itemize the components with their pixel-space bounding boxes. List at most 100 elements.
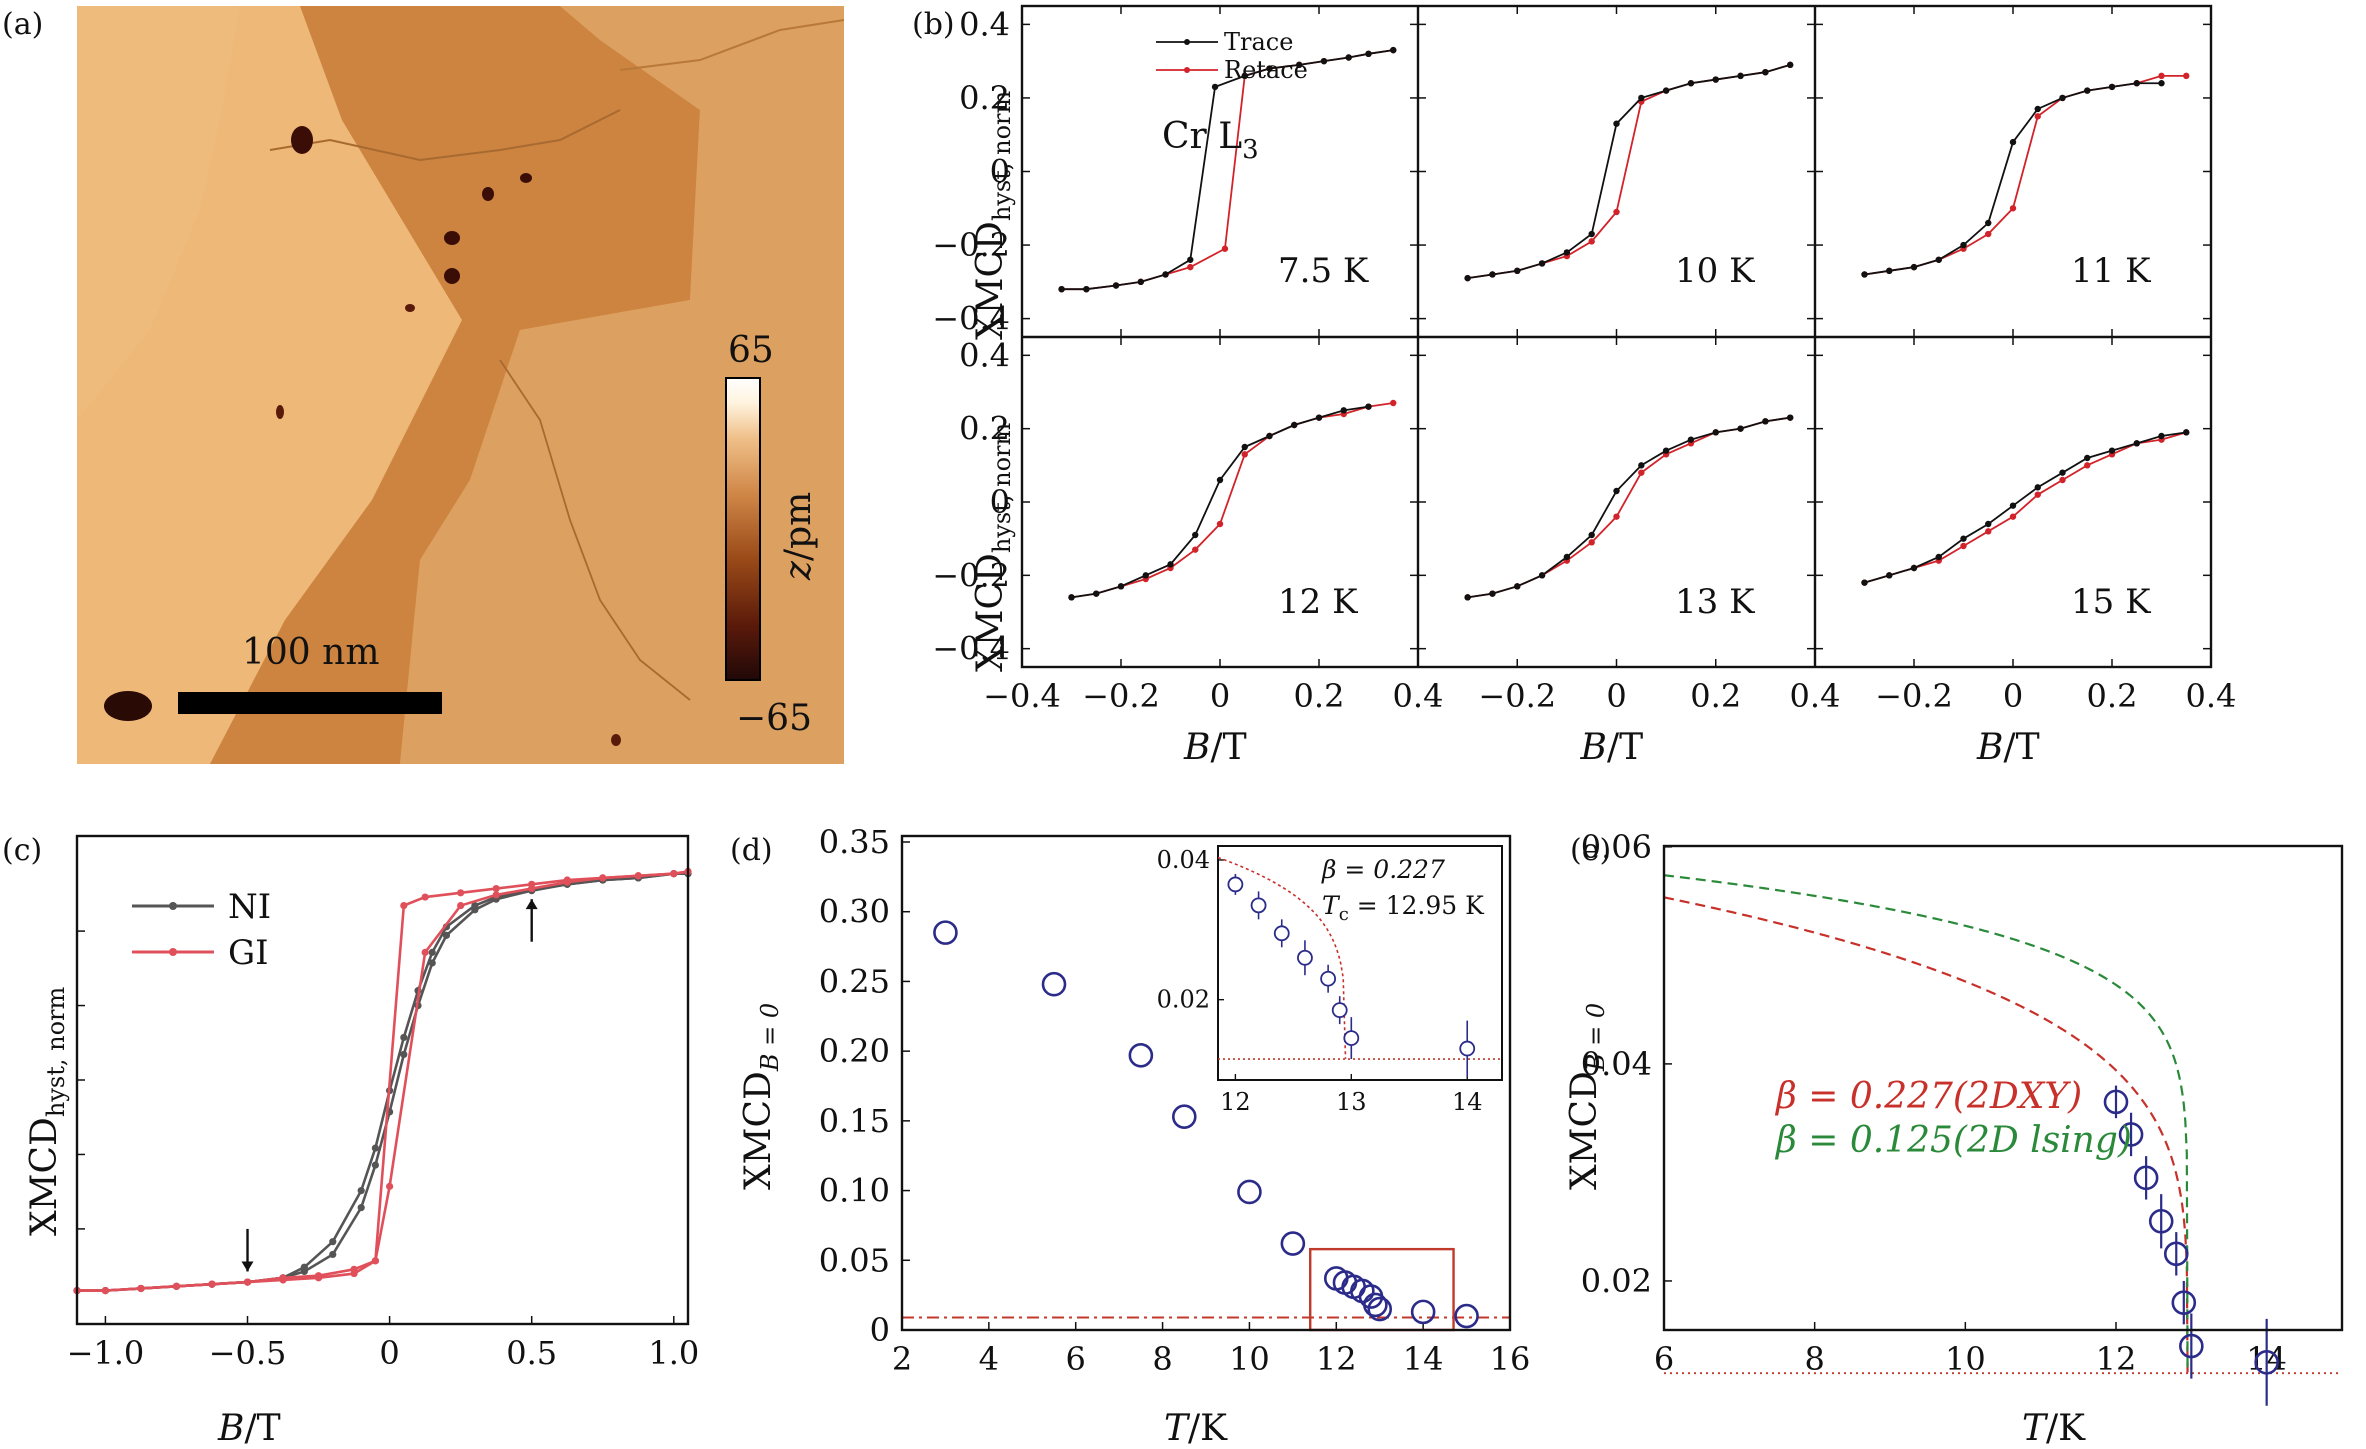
y-tick-label: 0 xyxy=(990,153,1010,191)
inset-tc-value: = 12.95 K xyxy=(1349,891,1485,920)
trace-line xyxy=(1864,431,2187,584)
ylabel-main: XMCD xyxy=(738,1071,779,1190)
inset-data-point xyxy=(1297,949,1313,966)
inset-y-tick-label: 0.04 xyxy=(1157,846,1210,874)
panel-c-frame xyxy=(75,834,690,1326)
fit-ising-line xyxy=(1663,874,2189,1374)
panel-b-label: (b) xyxy=(912,7,955,42)
fit-2dxy-label: β = 0.227(2DXY) xyxy=(1774,1076,2082,1117)
temperature-label: 15 K xyxy=(2071,582,2151,622)
retrace-point xyxy=(1390,399,1397,407)
data-point xyxy=(1041,971,1067,997)
gi-point xyxy=(563,876,571,884)
trace-point xyxy=(2158,80,2165,87)
retrace-point xyxy=(2009,513,2017,520)
stm-crack-2 xyxy=(499,359,691,701)
trace-point xyxy=(2108,447,2116,454)
trace-point xyxy=(1588,230,1595,238)
x-tick-label: −1.0 xyxy=(67,1334,145,1372)
ylabel-main: XMCD xyxy=(24,1117,65,1236)
x-axis-label: B/T xyxy=(1580,727,1644,768)
x-axis-label-unit: /T xyxy=(1210,727,1246,768)
xlabel-unit: /T xyxy=(244,1408,280,1449)
gi-point xyxy=(101,1287,110,1295)
trace-point xyxy=(2034,105,2041,113)
panel-a-label: (a) xyxy=(2,7,43,42)
ni-point xyxy=(329,1250,337,1259)
x-tick-label: 0.2 xyxy=(2087,677,2138,715)
colorbar-min: −65 xyxy=(736,698,812,739)
panel-a: (a) 100 nm 65 −65 z/pm xyxy=(2,6,844,764)
inset-tc: Tc = 12.95 K xyxy=(1322,891,1485,925)
trace-point xyxy=(1345,54,1352,61)
data-point xyxy=(2148,1208,2174,1234)
ni-point xyxy=(357,1204,365,1212)
trace-point xyxy=(1489,590,1496,597)
stm-defect xyxy=(482,187,494,201)
x-axis-label: B/T xyxy=(1183,727,1247,768)
temperature-label: 13 K xyxy=(1675,582,1755,622)
inset-x-tick-label: 13 xyxy=(1336,1088,1367,1116)
trace-point xyxy=(1662,87,1670,94)
trace-point xyxy=(1058,285,1065,293)
stm-step-edge xyxy=(619,19,844,71)
x-tick-label: 14 xyxy=(1403,1340,1444,1378)
temperature-label: 12 K xyxy=(1278,582,1358,622)
trace-point xyxy=(2133,440,2140,447)
ni-point xyxy=(371,1161,379,1169)
retrace-point xyxy=(1638,469,1645,476)
scalebar-label: 100 nm xyxy=(242,632,379,673)
trace-point xyxy=(1266,65,1273,72)
inset-data-point xyxy=(1320,970,1337,987)
x-tick-label: 10 xyxy=(1945,1340,1986,1378)
panel-d-ylabel: XMCDB = 0 xyxy=(738,1003,784,1190)
x-tick-label: 0.2 xyxy=(1690,677,1741,715)
ni-point xyxy=(428,959,436,967)
trace-point xyxy=(1266,432,1273,440)
x-tick-label: 8 xyxy=(1804,1340,1824,1378)
trace-line xyxy=(1071,405,1369,599)
y-tick-label: 0 xyxy=(990,483,1010,521)
retrace-point xyxy=(1221,245,1229,252)
stm-terrace-dark xyxy=(210,6,700,764)
scalebar xyxy=(178,692,442,714)
trace-line xyxy=(1864,82,2162,276)
x-tick-label: 4 xyxy=(979,1340,999,1378)
trace-point xyxy=(2084,454,2091,462)
gi-point xyxy=(670,870,678,878)
legend-trace: Trace xyxy=(1224,28,1293,56)
y-tick-label: 0.15 xyxy=(819,1102,890,1140)
trace-point xyxy=(1083,285,1090,293)
panel-c-label: (c) xyxy=(2,833,42,868)
inset-beta: β = 0.227 xyxy=(1321,855,1445,884)
trace-point xyxy=(1068,594,1075,601)
xlabel-unit: /K xyxy=(2046,1408,2086,1449)
trace-point xyxy=(1886,267,1893,274)
y-tick-label: 0.06 xyxy=(1581,828,1652,866)
gi-point xyxy=(421,893,429,901)
trace-point xyxy=(1390,46,1397,54)
x-axis-label-b: B xyxy=(1183,727,1210,768)
inset-fit-line xyxy=(1217,856,1347,1059)
trace-line xyxy=(1061,49,1394,291)
trace-point xyxy=(1960,535,1967,542)
panel-e: (e) XMCDB = 0 T/K 6 8 10 12 140.020.040.06 β… xyxy=(1564,828,2344,1449)
inset-data-point xyxy=(1227,876,1244,893)
retrace-point xyxy=(2034,113,2041,120)
trace-line xyxy=(1467,416,1791,599)
panel-c-legend: NI GI xyxy=(132,887,271,973)
inset-frame xyxy=(1217,845,1503,1081)
trace-point xyxy=(1786,414,1794,421)
trace-point xyxy=(1737,72,1744,80)
gi-point xyxy=(599,874,607,882)
trace-point xyxy=(1638,94,1645,102)
data-point xyxy=(2133,1165,2159,1191)
hysteresis-subplot: 12 K xyxy=(1021,337,1419,667)
trace-point xyxy=(1662,447,1670,454)
trace-point xyxy=(1112,282,1120,289)
panel-b-ylabel-bottom: XMCDhyst, norm xyxy=(970,422,1016,672)
trace-point xyxy=(1489,271,1496,278)
gi-point xyxy=(457,901,465,910)
ylabel-sub: B = 0 xyxy=(756,1003,784,1072)
